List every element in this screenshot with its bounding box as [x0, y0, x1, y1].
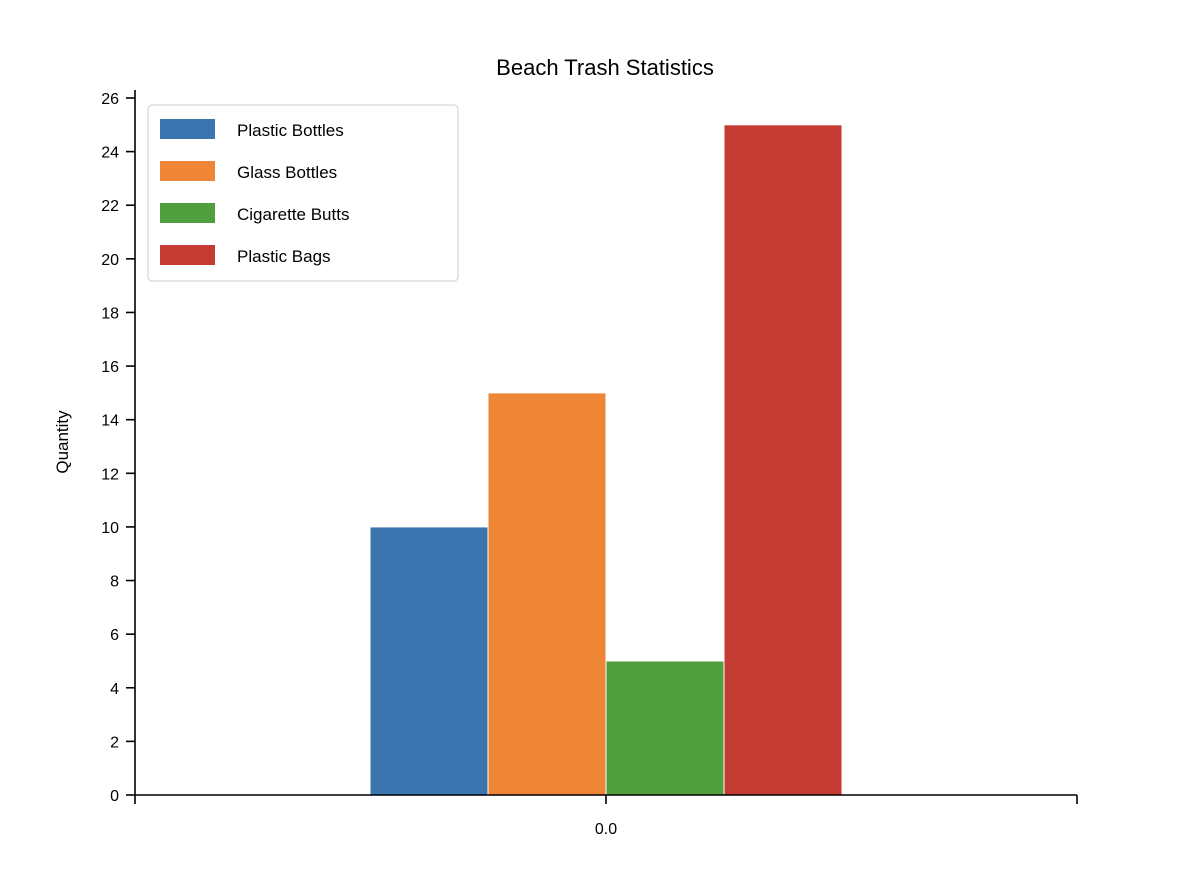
bar-plastic-bottles [369, 526, 489, 796]
y-tick-label: 12 [101, 466, 119, 483]
x-tick-label: 0.0 [595, 821, 617, 838]
y-tick-label: 2 [110, 734, 119, 751]
y-tick-label: 0 [110, 788, 119, 805]
legend-swatch [160, 161, 215, 181]
y-tick-label: 14 [101, 413, 119, 430]
legend-swatch [160, 245, 215, 265]
y-axis-label: Quantity [53, 410, 72, 474]
legend-label: Plastic Bottles [237, 121, 344, 140]
y-tick-label: 18 [101, 305, 119, 322]
bar-cigarette-butts [605, 660, 725, 796]
y-tick-label: 20 [101, 252, 119, 269]
bars-layer [369, 124, 843, 796]
legend-label: Cigarette Butts [237, 205, 349, 224]
legend-frame [147, 104, 459, 282]
legend-label: Glass Bottles [237, 163, 337, 182]
y-tick-label: 22 [101, 198, 119, 215]
y-tick-label: 16 [101, 359, 119, 376]
y-tick-label: 10 [101, 520, 119, 537]
chart-title: Beach Trash Statistics [496, 55, 714, 80]
legend: Plastic Bottles Glass Bottles Cigarette Bu… [147, 104, 459, 282]
bar-glass-bottles [487, 392, 607, 796]
legend-swatch [160, 119, 215, 139]
y-tick-label: 6 [110, 627, 119, 644]
legend-swatch [160, 203, 215, 223]
y-tick-label: 8 [110, 574, 119, 591]
y-tick-label: 24 [101, 145, 119, 162]
bar-plastic-bags [723, 124, 843, 796]
legend-label: Plastic Bags [237, 247, 331, 266]
y-tick-label: 4 [110, 681, 119, 698]
y-tick-label: 26 [101, 91, 119, 108]
